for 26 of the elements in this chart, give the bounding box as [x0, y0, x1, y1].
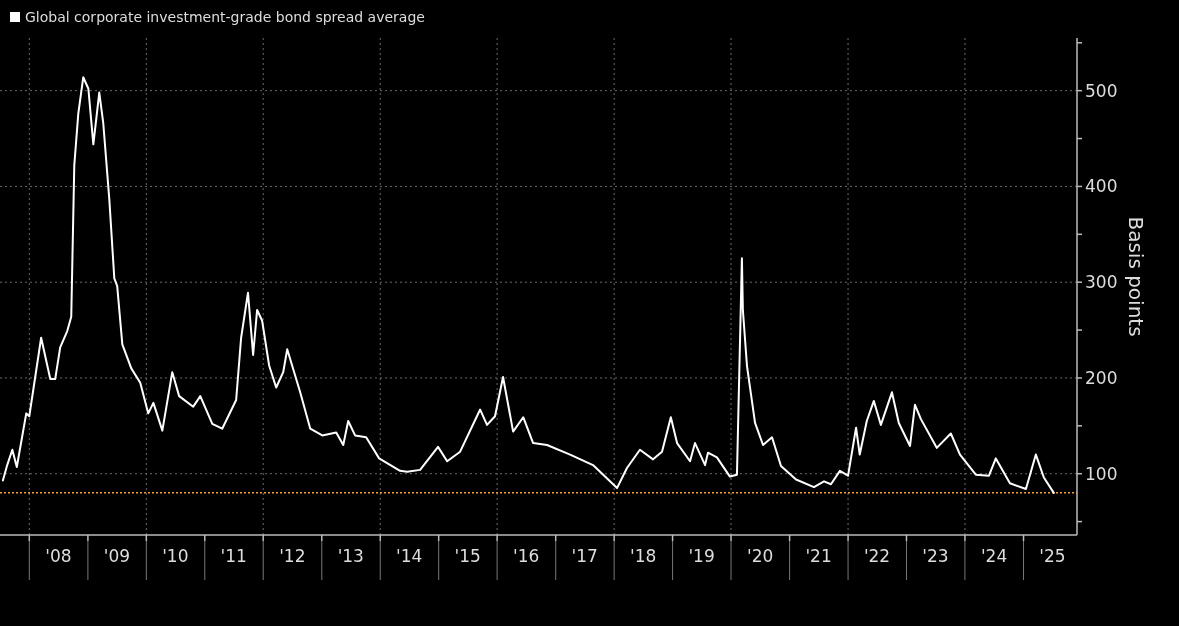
x-tick-label: '09 — [103, 546, 131, 566]
x-tick-label: '21 — [805, 546, 832, 566]
y-tick-label: 500 — [1085, 80, 1118, 101]
x-tick-label: '12 — [279, 546, 306, 566]
y-tick-label: 300 — [1085, 272, 1118, 293]
y-tick-label: 200 — [1085, 367, 1118, 388]
x-tick-label: '16 — [513, 546, 540, 566]
x-tick-label: '11 — [220, 546, 247, 566]
x-tick-label: '14 — [396, 546, 423, 566]
x-tick-label: '18 — [629, 546, 657, 566]
x-tick-label: '22 — [863, 546, 891, 566]
x-tick-label: '08 — [45, 546, 72, 566]
x-tick-label: '24 — [980, 546, 1008, 566]
legend-label: Global corporate investment-grade bond spread average — [25, 9, 425, 25]
line-series — [1, 76, 1055, 494]
y-tick-label: 400 — [1085, 176, 1118, 197]
x-tick-label: '19 — [688, 546, 715, 566]
x-tick-label: '15 — [454, 546, 481, 566]
x-tick-label: '23 — [922, 546, 949, 566]
x-tick-label: '10 — [162, 546, 189, 566]
x-tick-label: '25 — [1039, 546, 1066, 566]
x-tick-label: '13 — [337, 546, 364, 566]
y-tick-label: 100 — [1085, 463, 1118, 484]
x-tick-label: '20 — [747, 546, 774, 566]
y-axis-title: Basis points — [1124, 216, 1148, 337]
x-tick-label: '17 — [571, 546, 598, 566]
